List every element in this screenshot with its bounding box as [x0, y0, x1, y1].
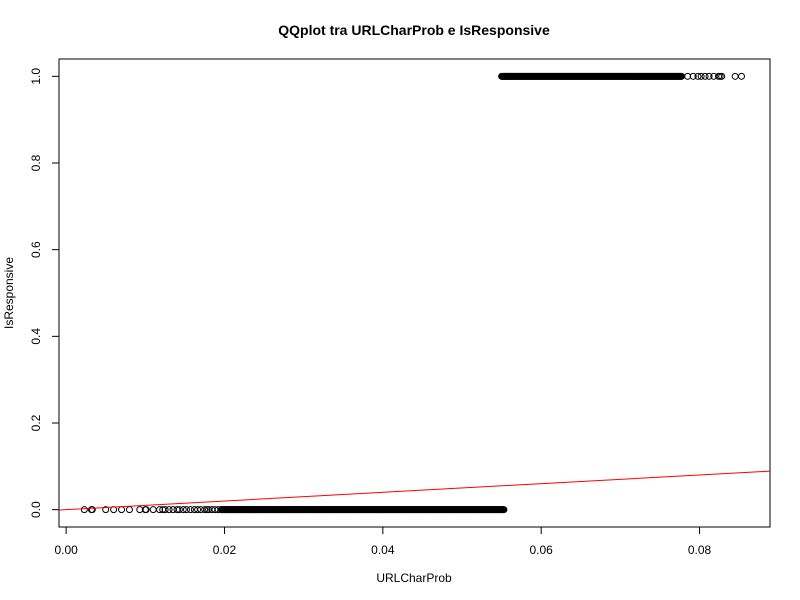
data-points	[80, 72, 745, 514]
reference-line-group	[59, 470, 770, 511]
x-axis-label: URLCharProb	[376, 571, 452, 585]
y-tick-label: 0.4	[29, 328, 43, 345]
y-tick-label: 0.0	[29, 501, 43, 518]
data-point	[705, 72, 713, 80]
data-point	[500, 506, 508, 514]
data-point	[165, 506, 173, 514]
x-tick-label: 0.02	[213, 543, 237, 557]
y-axis: 0.0 0.2 0.4 0.6 0.8 1.0	[29, 68, 59, 518]
data-point	[678, 72, 686, 80]
x-tick-label: 0.08	[688, 543, 712, 557]
chart-title: QQplot tra URLCharProb e IsResponsive	[278, 22, 550, 38]
data-point	[179, 506, 187, 514]
data-point	[161, 506, 169, 514]
x-tick-label: 0.06	[530, 543, 554, 557]
data-point	[149, 506, 157, 514]
data-point	[182, 506, 190, 514]
data-point	[731, 72, 739, 80]
y-tick-label: 0.2	[29, 414, 43, 431]
y-tick-label: 0.8	[29, 154, 43, 171]
x-axis: 0.00 0.02 0.04 0.06 0.08	[54, 527, 712, 557]
data-point	[186, 506, 194, 514]
data-point	[694, 72, 702, 80]
y-axis-label: IsResponsive	[2, 257, 16, 329]
data-point	[175, 506, 183, 514]
data-point	[125, 506, 133, 514]
reference-line	[59, 470, 770, 511]
data-point	[701, 72, 709, 80]
y-tick-label: 0.6	[29, 241, 43, 258]
data-point	[80, 506, 88, 514]
data-point	[697, 72, 705, 80]
data-point	[201, 506, 209, 514]
plot-box	[58, 58, 771, 528]
data-point	[689, 72, 697, 80]
data-point	[88, 506, 96, 514]
data-point	[102, 506, 110, 514]
data-point	[718, 72, 726, 80]
data-point	[737, 72, 745, 80]
x-tick-label: 0.04	[371, 543, 395, 557]
data-point	[142, 506, 150, 514]
data-point	[118, 506, 126, 514]
data-point	[194, 506, 202, 514]
x-tick-label: 0.00	[54, 543, 78, 557]
y-tick-label: 1.0	[29, 68, 43, 85]
